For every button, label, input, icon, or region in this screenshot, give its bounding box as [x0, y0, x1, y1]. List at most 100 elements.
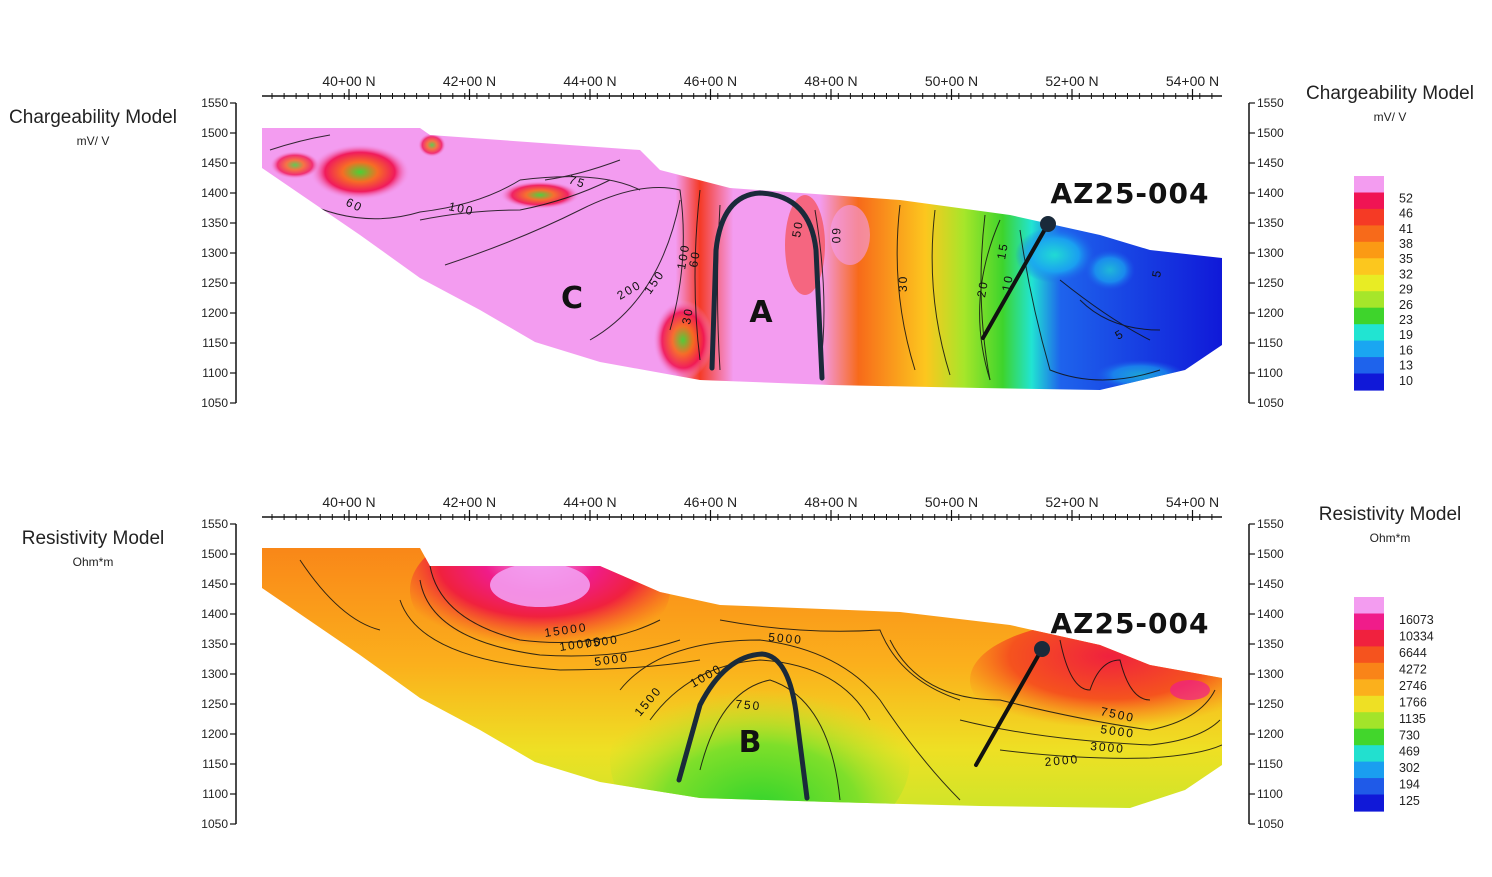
drillhole-collar [1040, 216, 1056, 232]
legend-value: 29 [1399, 283, 1413, 297]
contour-label: 60 [344, 195, 366, 215]
y-tick-label: 1550 [201, 96, 228, 110]
legend-value: 41 [1399, 222, 1413, 236]
y-tick-label: 1150 [1257, 336, 1283, 350]
y-tick-label: 1300 [1257, 246, 1284, 260]
y-tick-label: 1350 [1257, 216, 1284, 230]
legend-swatch [1354, 745, 1384, 763]
contour-label: 5000 [1100, 722, 1136, 741]
y-tick-label: 1400 [201, 607, 228, 621]
y-tick-label: 1550 [201, 517, 228, 531]
legend-swatch [1354, 373, 1384, 391]
legend-swatch [1354, 176, 1384, 194]
drillhole-label: AZ25-004 [1050, 607, 1209, 640]
legend-value: 4272 [1399, 662, 1427, 676]
x-tick-label: 54+00 N [1166, 73, 1219, 89]
contour-label: 75 [567, 173, 588, 192]
legend-swatch [1354, 662, 1384, 680]
contour-label: 7500 [583, 632, 619, 651]
legend-value: 32 [1399, 267, 1413, 281]
y-tick-label: 1050 [201, 817, 228, 831]
legend-value: 19 [1399, 328, 1413, 342]
contour-label: 100 [447, 199, 475, 218]
contour-label: 5000 [768, 630, 804, 647]
y-tick-label: 1500 [201, 547, 228, 561]
y-tick-label: 1250 [201, 697, 228, 711]
legend-value: 35 [1399, 252, 1413, 266]
contour-label: 3000 [1090, 739, 1126, 756]
legend-title: Resistivity Model [1319, 504, 1462, 525]
legend-value: 23 [1399, 313, 1413, 327]
legend-value: 10334 [1399, 630, 1434, 644]
legend-swatch [1354, 208, 1384, 226]
contour-label: 60 [686, 249, 703, 269]
legend-value: 2746 [1399, 679, 1427, 693]
y-tick-label: 1450 [201, 577, 228, 591]
legend-value: 1135 [1399, 712, 1426, 726]
y-tick-label: 1200 [201, 727, 228, 741]
legend-swatch [1354, 258, 1384, 276]
legend-swatch [1354, 646, 1384, 664]
contour-label: 15000 [543, 620, 588, 640]
x-tick-label: 42+00 N [443, 73, 496, 89]
y-tick-label: 1450 [1257, 577, 1284, 591]
x-tick-label: 46+00 N [684, 494, 737, 510]
y-tick-label: 1500 [201, 126, 228, 140]
legend-swatch [1354, 712, 1384, 730]
contour-label: 30 [679, 306, 696, 326]
legend-value: 26 [1399, 298, 1413, 312]
y-tick-label: 1250 [1257, 697, 1284, 711]
resistivity-right-y-axis: 1550 1500 1450 1400 1350 1300 1250 1200 1150 1100… [1248, 517, 1284, 831]
y-tick-label: 1100 [202, 366, 228, 380]
y-tick-label: 1550 [1257, 96, 1284, 110]
drillhole-collar [1034, 641, 1050, 657]
target-a-outline [709, 190, 825, 381]
legend-value: 10 [1399, 374, 1413, 388]
x-tick-label: 50+00 N [925, 73, 978, 89]
y-tick-label: 1500 [1257, 547, 1284, 561]
x-tick-label: 54+00 N [1166, 494, 1219, 510]
resistivity-left-title: Resistivity Model [22, 528, 165, 549]
legend-value: 38 [1399, 237, 1413, 251]
target-b-label: B [739, 725, 762, 760]
resistivity-x-axis: 40+00 N 42+00 N 44+00 N 46+00 N 48+00 N 50+00… [262, 494, 1222, 521]
y-tick-label: 1100 [1257, 366, 1283, 380]
y-tick-label: 1300 [201, 246, 228, 260]
x-tick-label: 40+00 N [322, 494, 375, 510]
y-tick-label: 1200 [201, 306, 228, 320]
legend-swatch [1354, 761, 1384, 779]
y-tick-label: 1350 [201, 216, 228, 230]
x-tick-label: 48+00 N [804, 494, 857, 510]
legend-swatch [1354, 778, 1384, 796]
resistivity-legend: Resistivity Model Ohm*m 16073 10334 6644 42… [1319, 504, 1462, 812]
contour-label: 60 [829, 228, 843, 245]
x-tick-label: 48+00 N [804, 73, 857, 89]
chargeability-panel: Chargeability Model mV/ V [9, 73, 1474, 410]
y-tick-label: 1150 [1257, 757, 1283, 771]
drillhole-label: AZ25-004 [1050, 177, 1209, 210]
contour-label: 5000 [593, 650, 629, 669]
y-tick-label: 1250 [201, 276, 228, 290]
y-tick-label: 1200 [1257, 727, 1284, 741]
x-tick-label: 44+00 N [563, 494, 616, 510]
legend-value: 469 [1399, 745, 1420, 759]
y-tick-label: 1500 [1257, 126, 1284, 140]
legend-swatch [1354, 225, 1384, 243]
legend-swatch [1354, 307, 1384, 325]
legend-swatch [1354, 241, 1384, 259]
chargeability-left-y-axis: 1550 1500 1450 1400 1350 1300 1250 1200 1150 1100… [201, 96, 237, 410]
target-c-label: C [561, 281, 583, 316]
resistivity-left-unit: Ohm*m [73, 555, 114, 569]
legend-value: 194 [1399, 778, 1420, 792]
x-tick-label: 42+00 N [443, 494, 496, 510]
legend-value: 46 [1399, 207, 1413, 221]
y-tick-label: 1550 [1257, 517, 1284, 531]
legend-value: 6644 [1399, 646, 1427, 660]
legend-value: 13 [1399, 359, 1413, 373]
chargeability-left-unit: mV/ V [77, 134, 110, 148]
legend-unit: mV/ V [1374, 110, 1407, 124]
y-tick-label: 1100 [1257, 787, 1283, 801]
target-b-outline [676, 651, 810, 801]
contour-label: 10000 [558, 634, 603, 654]
